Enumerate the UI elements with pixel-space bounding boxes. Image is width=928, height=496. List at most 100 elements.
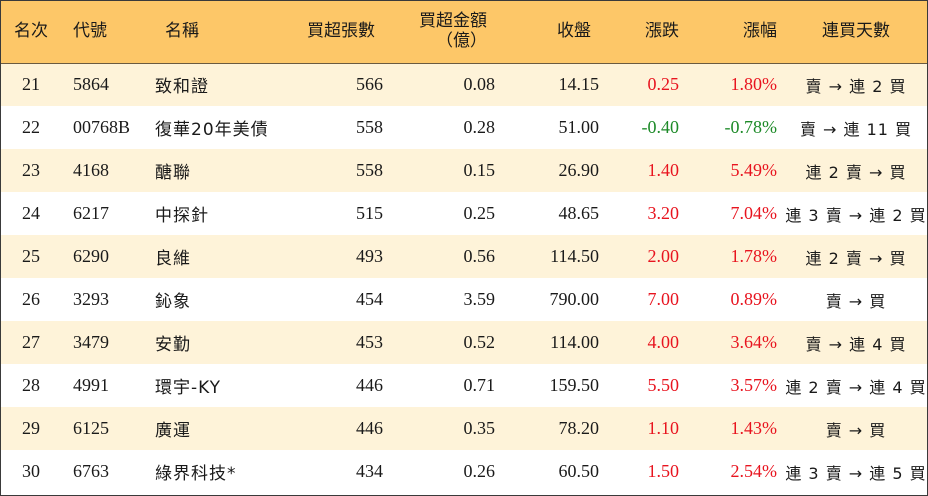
cell-stock-name: 良維 xyxy=(155,249,191,269)
table-row: 24 6217 中探針 515 0.25 48.65 3.20 7.04% 連 3 賣 → 連 … xyxy=(1,192,927,235)
cell-net-buy-lots: 558 xyxy=(356,117,383,137)
cell-stock-name: 中探針 xyxy=(155,206,209,226)
cell-code: 6217 xyxy=(73,203,109,223)
cell-rank: 25 xyxy=(22,246,40,266)
cell-change: 5.50 xyxy=(647,375,680,395)
table-row: 27 3479 安勤 453 0.52 114.00 4.00 3.64% 賣 → 連 4 買 xyxy=(1,321,927,364)
cell-net-buy-amount: 0.25 xyxy=(463,203,496,223)
cell-change-pct: 1.78% xyxy=(730,246,778,266)
table-row: 21 5864 致和證 566 0.08 14.15 0.25 1.80% 賣 → 連 2 買 xyxy=(1,63,927,106)
table-row: 29 6125 廣運 446 0.35 78.20 1.10 1.43% 賣 → 買 xyxy=(1,407,927,450)
cell-code: 6125 xyxy=(73,418,109,438)
cell-code: 4991 xyxy=(73,375,109,395)
cell-rank: 27 xyxy=(22,332,40,352)
cell-close-price: 78.20 xyxy=(558,418,600,438)
cell-consecutive-days: 賣 → 連 4 買 xyxy=(805,334,907,354)
cell-consecutive-days: 賣 → 買 xyxy=(825,420,887,440)
cell-change: 1.40 xyxy=(647,160,680,180)
cell-consecutive-days: 連 3 賣 → 連 5 買 xyxy=(785,463,927,483)
header-net-buy-amount: 買超金額 （億） xyxy=(383,1,495,64)
cell-change-pct: 3.57% xyxy=(730,375,778,395)
table-header-row: 名次 代號 名稱 買超張數 買超金額 （億） 收盤 漲跌 漲幅 連買天數 xyxy=(1,1,927,64)
cell-change-pct: 1.80% xyxy=(730,74,778,95)
header-net-buy-amount-line2: （億） xyxy=(436,30,487,51)
table-row: 28 4991 環宇-KY 446 0.71 159.50 5.50 3.57% 連 2 賣 →… xyxy=(1,364,927,407)
cell-change: 1.10 xyxy=(647,418,680,438)
cell-consecutive-days: 賣 → 連 11 買 xyxy=(799,119,913,139)
cell-net-buy-amount: 0.35 xyxy=(463,418,496,438)
cell-close-price: 26.90 xyxy=(558,160,600,180)
cell-net-buy-lots: 453 xyxy=(356,332,383,352)
cell-close-price: 60.50 xyxy=(558,461,600,481)
cell-rank: 26 xyxy=(22,289,40,309)
cell-net-buy-lots: 566 xyxy=(356,74,383,95)
cell-code: 3479 xyxy=(73,332,109,352)
cell-net-buy-lots: 446 xyxy=(356,418,383,438)
cell-net-buy-amount: 0.26 xyxy=(463,461,496,481)
table-row: 30 6763 綠界科技* 434 0.26 60.50 1.50 2.54% 連 3 賣 → … xyxy=(1,450,927,493)
cell-rank: 22 xyxy=(22,117,40,137)
cell-net-buy-amount: 0.52 xyxy=(463,332,496,352)
cell-stock-name: 安勤 xyxy=(155,335,191,355)
cell-code: 4168 xyxy=(73,160,109,180)
header-change: 漲跌 xyxy=(599,1,687,64)
cell-net-buy-amount: 0.28 xyxy=(463,117,496,137)
cell-change: 1.50 xyxy=(647,461,680,481)
cell-net-buy-amount: 0.08 xyxy=(463,74,496,95)
header-change-pct: 漲幅 xyxy=(687,1,785,64)
cell-close-price: 114.00 xyxy=(550,332,599,352)
cell-code: 00768B xyxy=(73,117,131,137)
cell-change-pct: 3.64% xyxy=(730,332,778,352)
header-name: 名稱 xyxy=(143,1,293,64)
cell-rank: 30 xyxy=(22,461,40,481)
cell-stock-name: 鈊象 xyxy=(155,292,191,312)
cell-consecutive-days: 賣 → 連 2 買 xyxy=(805,76,907,96)
cell-stock-name: 廣運 xyxy=(155,421,191,441)
cell-net-buy-lots: 515 xyxy=(356,203,383,223)
cell-stock-name: 綠界科技* xyxy=(155,464,237,484)
cell-change: 7.00 xyxy=(647,289,680,309)
cell-change-pct: 7.04% xyxy=(730,203,778,223)
cell-stock-name: 復華20年美債 xyxy=(155,120,269,140)
cell-rank: 29 xyxy=(22,418,40,438)
cell-consecutive-days: 連 3 賣 → 連 2 買 xyxy=(785,205,927,225)
cell-net-buy-amount: 3.59 xyxy=(463,289,496,309)
cell-code: 3293 xyxy=(73,289,109,309)
cell-close-price: 114.50 xyxy=(550,246,599,266)
cell-change: 0.25 xyxy=(647,74,680,95)
cell-consecutive-days: 賣 → 買 xyxy=(825,291,887,311)
header-code: 代號 xyxy=(61,1,143,64)
cell-consecutive-days: 連 2 賣 → 買 xyxy=(805,162,907,182)
cell-code: 5864 xyxy=(73,74,109,95)
cell-consecutive-days: 連 2 賣 → 連 4 買 xyxy=(785,377,927,397)
cell-net-buy-amount: 0.15 xyxy=(463,160,496,180)
cell-change: 4.00 xyxy=(647,332,680,352)
cell-change: 3.20 xyxy=(647,203,680,223)
cell-change: 2.00 xyxy=(647,246,680,266)
header-consecutive-days: 連買天數 xyxy=(785,1,927,64)
cell-code: 6290 xyxy=(73,246,109,266)
header-net-buy-amount-line1: 買超金額 xyxy=(419,11,487,32)
cell-code: 6763 xyxy=(73,461,109,481)
cell-consecutive-days: 連 2 賣 → 買 xyxy=(805,248,907,268)
cell-change-pct: 2.54% xyxy=(730,461,778,481)
cell-net-buy-lots: 454 xyxy=(356,289,383,309)
cell-stock-name: 致和證 xyxy=(155,77,209,98)
cell-change-pct: 5.49% xyxy=(730,160,778,180)
cell-rank: 23 xyxy=(22,160,40,180)
cell-change-pct: 0.89% xyxy=(730,289,778,309)
header-net-buy-lots: 買超張數 xyxy=(293,1,383,64)
cell-change-pct: 1.43% xyxy=(730,418,778,438)
cell-net-buy-lots: 558 xyxy=(356,160,383,180)
header-close: 收盤 xyxy=(495,1,599,64)
cell-stock-name: 醣聯 xyxy=(155,163,191,183)
cell-close-price: 159.50 xyxy=(549,375,600,395)
table-row: 25 6290 良維 493 0.56 114.50 2.00 1.78% 連 2 賣 → 買 xyxy=(1,235,927,278)
cell-net-buy-lots: 434 xyxy=(356,461,383,481)
cell-close-price: 790.00 xyxy=(549,289,600,309)
cell-rank: 21 xyxy=(22,74,40,95)
cell-close-price: 14.15 xyxy=(558,74,600,95)
